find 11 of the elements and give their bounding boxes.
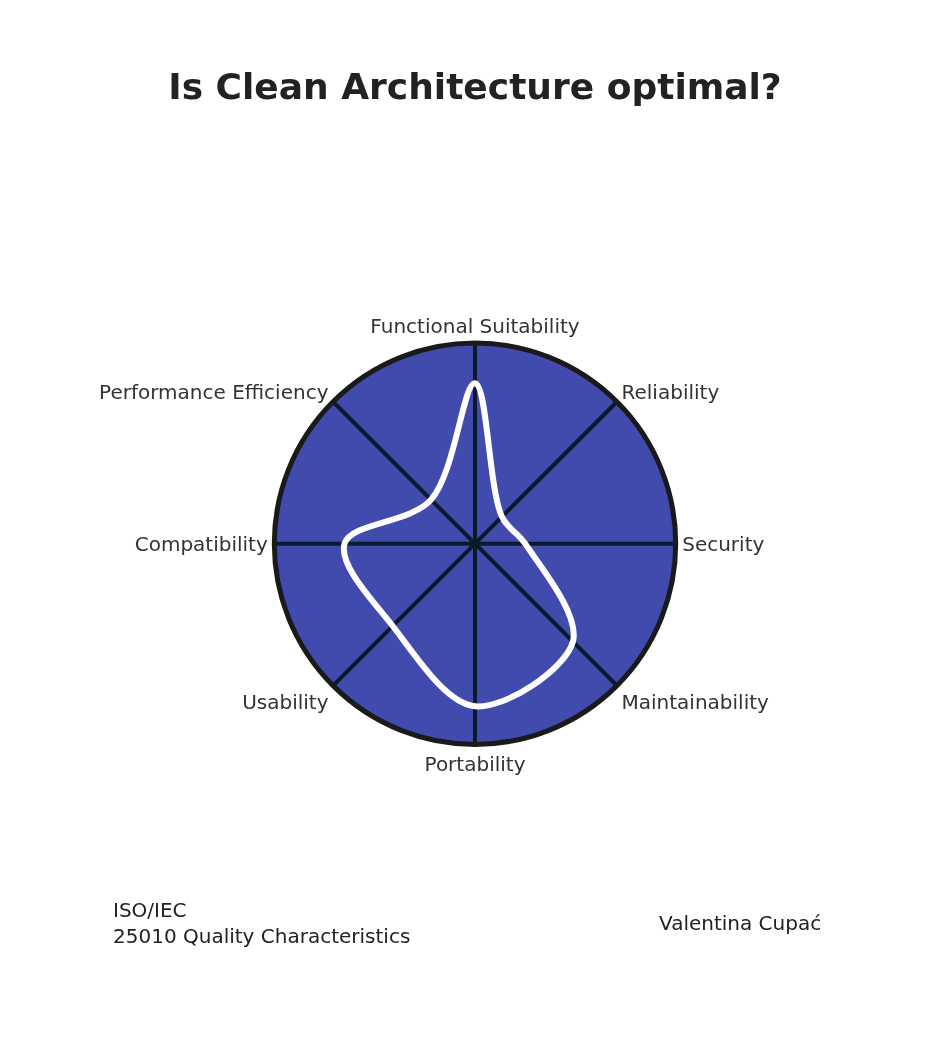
- spoke-label: Functional Suitability: [370, 313, 580, 338]
- spoke-label: Maintainability: [621, 690, 770, 715]
- spoke-label: Usability: [242, 690, 329, 715]
- chart-title: Is Clean Architecture optimal?: [168, 65, 782, 107]
- spoke-label: Security: [682, 531, 765, 556]
- text: Valentina Cupać: [659, 911, 822, 935]
- spoke-label: Reliability: [621, 380, 720, 405]
- spoke-label: Portability: [424, 751, 526, 776]
- spoke-label: Performance Efficiency: [99, 380, 329, 405]
- spoke-label: Compatibility: [134, 531, 268, 556]
- text: ISO/IEC 25010 Quality Characteristics: [113, 898, 411, 948]
